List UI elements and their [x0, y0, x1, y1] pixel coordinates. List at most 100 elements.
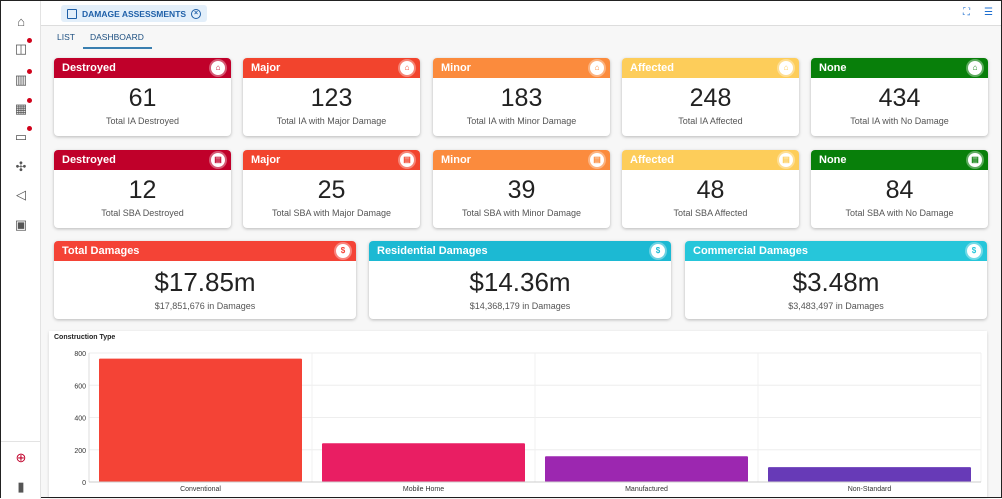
sba-card-none[interactable]: None ▤ 84 Total SBA with No Damage	[811, 150, 988, 228]
tab-list[interactable]: LIST	[57, 32, 75, 42]
sba-card-major[interactable]: Major ▤ 25 Total SBA with Major Damage	[243, 150, 420, 228]
card-title: Minor	[441, 154, 471, 166]
x-tick-label: Conventional	[180, 486, 221, 493]
y-tick-label: 800	[74, 351, 86, 358]
card-title: Residential Damages	[377, 245, 488, 257]
y-tick-label: 200	[74, 448, 86, 455]
card-header: Minor ▤	[433, 150, 610, 170]
dollar-icon: $	[967, 244, 981, 258]
widgets-icon[interactable]: ▦	[13, 98, 32, 117]
card-value: 12	[128, 176, 157, 204]
card-label: $3,483,497 in Damages	[788, 301, 884, 311]
ia-card-destroyed[interactable]: Destroyed ⌂ 61 Total IA Destroyed	[54, 58, 231, 136]
home-icon: ⌂	[779, 61, 793, 75]
card-value: 48	[696, 176, 725, 204]
card-header: Total Damages $	[54, 241, 356, 261]
card-header: None ⌂	[811, 58, 988, 78]
card-header: Affected ⌂	[622, 58, 799, 78]
y-tick-label: 400	[74, 416, 86, 423]
fullscreen-icon[interactable]: ⛶	[963, 7, 971, 18]
home-icon[interactable]: ⌂	[17, 14, 25, 29]
tab-label: DAMAGE ASSESSMENTS	[82, 8, 187, 19]
bar-conventional	[99, 358, 302, 482]
x-tick-label: Manufactured	[625, 486, 668, 493]
megaphone-icon[interactable]: ◁	[16, 187, 26, 202]
card-label: Total SBA with Major Damage	[271, 208, 392, 218]
card-label: Total SBA Destroyed	[101, 208, 184, 218]
damage-card-commercial-damages[interactable]: Commercial Damages $ $3.48m $3,483,497 in…	[685, 241, 987, 319]
card-value: 84	[885, 176, 914, 204]
y-tick-label: 0	[82, 480, 86, 487]
card-title: Destroyed	[62, 154, 116, 166]
globe-icon[interactable]: ⊕	[15, 450, 27, 465]
x-tick-label: Mobile Home	[403, 486, 444, 493]
x-tick-label: Non-Standard	[848, 486, 892, 493]
ia-card-none[interactable]: None ⌂ 434 Total IA with No Damage	[811, 58, 988, 136]
ia-card-affected[interactable]: Affected ⌂ 248 Total IA Affected	[622, 58, 799, 136]
main: DAMAGE ASSESSMENTS × ⛶ ☰ LIST DASHBOARD …	[41, 1, 1001, 497]
card-header: Affected ▤	[622, 150, 799, 170]
dollar-icon: $	[336, 244, 350, 258]
card-label: $14,368,179 in Damages	[469, 301, 571, 311]
card-header: Destroyed ⌂	[54, 58, 231, 78]
sidebar: ⌂ ◫ ▥ ▦ ▭ ✣ ◁ ▣ ⊕ ▮	[1, 1, 41, 499]
ia-card-minor[interactable]: Minor ⌂ 183 Total IA with Minor Damage	[433, 58, 610, 136]
bar-manufactured	[545, 456, 748, 482]
card-header: Destroyed ▤	[54, 150, 231, 170]
card-title: Commercial Damages	[693, 245, 808, 257]
bar-mobile-home	[322, 443, 525, 482]
home-icon: ⌂	[400, 61, 414, 75]
card-value: 248	[689, 84, 732, 112]
card-value: $17.85m	[154, 267, 256, 297]
damage-assessments-tab[interactable]: DAMAGE ASSESSMENTS ×	[61, 5, 208, 22]
store-icon: ▤	[400, 153, 414, 167]
card-label: Total IA Affected	[678, 116, 743, 126]
bar-non-standard	[768, 467, 971, 482]
card-label: Total IA with No Damage	[850, 116, 949, 126]
store-icon: ▤	[968, 153, 982, 167]
card-title: Total Damages	[62, 245, 140, 257]
layout-icon	[67, 8, 77, 19]
buildings-icon[interactable]: ▮	[17, 479, 25, 494]
card-header: Major ▤	[243, 150, 420, 170]
card-label: Total SBA Affected	[673, 208, 748, 218]
damage-card-residential-damages[interactable]: Residential Damages $ $14.36m $14,368,179…	[369, 241, 671, 319]
card-value: 39	[507, 176, 536, 204]
dollar-icon: $	[651, 244, 665, 258]
card-value: 61	[128, 84, 157, 112]
layout-icon[interactable]: ◫	[13, 38, 32, 57]
notification-dot	[27, 69, 32, 74]
ia-card-major[interactable]: Major ⌂ 123 Total IA with Major Damage	[243, 58, 420, 136]
monitor-icon[interactable]: ▭	[13, 126, 32, 145]
store-icon: ▤	[779, 153, 793, 167]
card-header: Minor ⌂	[433, 58, 610, 78]
sba-card-affected[interactable]: Affected ▤ 48 Total SBA Affected	[622, 150, 799, 228]
contact-card-icon[interactable]: ▣	[14, 217, 28, 232]
card-title: Major	[251, 154, 281, 166]
filter-search-icon[interactable]: ☰	[984, 7, 993, 18]
tab-dashboard[interactable]: DASHBOARD	[83, 32, 152, 49]
card-label: $17,851,676 in Damages	[154, 301, 256, 311]
close-tab-icon[interactable]: ×	[191, 8, 202, 19]
card-title: Major	[251, 62, 281, 74]
card-value: 25	[317, 176, 346, 204]
card-title: Minor	[441, 62, 471, 74]
notification-dot	[27, 38, 32, 43]
home-icon: ⌂	[211, 61, 225, 75]
y-tick-label: 600	[74, 383, 86, 390]
map-icon[interactable]: ▥	[13, 69, 32, 88]
card-value: 183	[500, 84, 543, 112]
damage-card-total-damages[interactable]: Total Damages $ $17.85m $17,851,676 in Da…	[54, 241, 356, 319]
card-header: Residential Damages $	[369, 241, 671, 261]
sba-card-minor[interactable]: Minor ▤ 39 Total SBA with Minor Damage	[433, 150, 610, 228]
card-title: Affected	[630, 154, 675, 166]
puzzle-icon[interactable]: ✣	[15, 159, 27, 174]
top-bar: DAMAGE ASSESSMENTS × ⛶ ☰	[41, 1, 1001, 26]
card-title: Destroyed	[62, 62, 116, 74]
sba-card-destroyed[interactable]: Destroyed ▤ 12 Total SBA Destroyed	[54, 150, 231, 228]
card-label: Total IA with Major Damage	[276, 116, 387, 126]
card-title: None	[819, 62, 847, 74]
notification-dot	[27, 126, 32, 131]
card-header: Major ⌂	[243, 58, 420, 78]
card-label: Total IA with Minor Damage	[466, 116, 577, 126]
